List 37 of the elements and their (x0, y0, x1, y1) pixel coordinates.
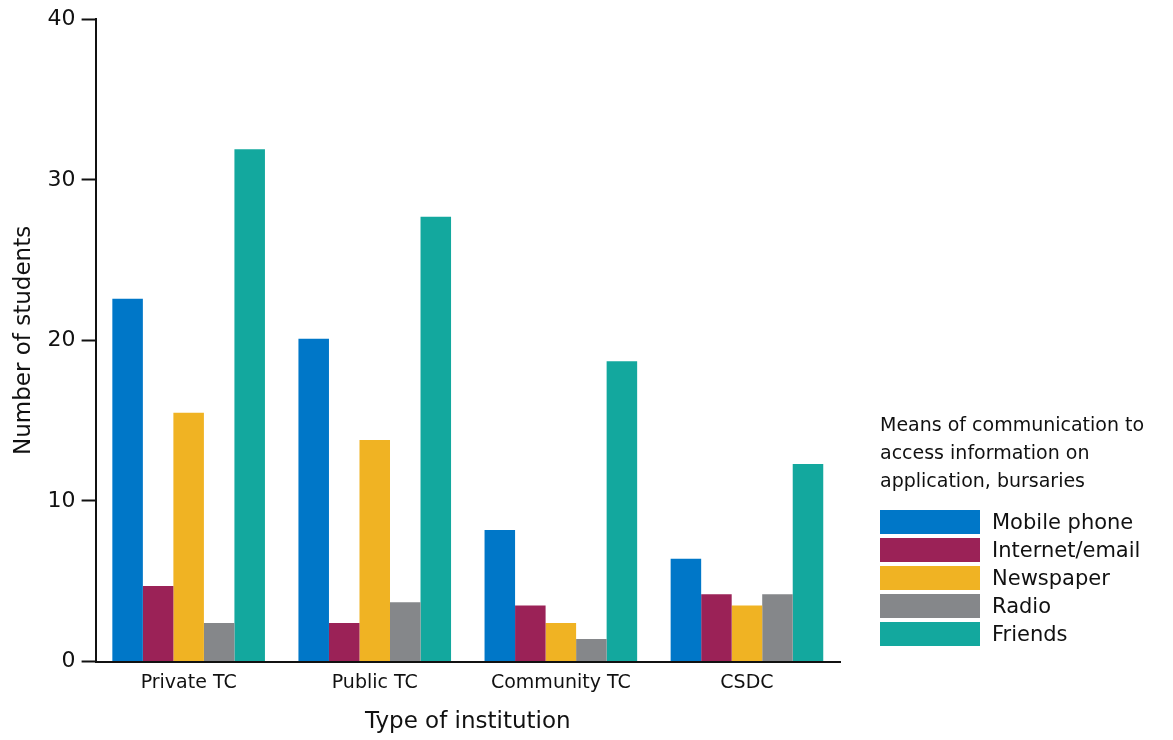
bar (142, 586, 174, 662)
bar (762, 594, 793, 662)
y-tick-label: 30 (47, 165, 76, 191)
bar (515, 605, 546, 662)
y-axis-title: Number of students (8, 225, 35, 455)
bar (234, 149, 265, 662)
bar (545, 623, 577, 662)
bar (203, 623, 235, 662)
bar (112, 298, 143, 662)
legend-label: Newspaper (992, 566, 1110, 590)
x-tick-label: Community TC (490, 669, 631, 692)
x-axis-title: Type of institution (363, 707, 571, 734)
bar (420, 216, 452, 662)
x-tick-label: Public TC (331, 669, 418, 692)
y-tick-label: 20 (47, 326, 76, 352)
y-tick-label: 40 (47, 4, 76, 30)
legend-label: Friends (992, 622, 1068, 646)
bar (731, 605, 763, 662)
x-tick-label: CSDC (720, 669, 774, 692)
legend-label: Internet/email (992, 538, 1141, 562)
y-tick-label: 0 (61, 647, 76, 673)
bar (390, 602, 421, 662)
bar (298, 338, 329, 662)
bar (484, 529, 516, 662)
bar (701, 594, 732, 662)
bar (606, 361, 638, 662)
legend-label: Mobile phone (992, 510, 1134, 534)
bar (576, 639, 607, 662)
legend-label: Radio (992, 594, 1052, 618)
bar (359, 439, 391, 662)
bar (670, 558, 702, 662)
bar (173, 412, 204, 662)
bar (328, 623, 360, 662)
bar (792, 464, 824, 662)
y-tick-label: 10 (47, 486, 76, 512)
x-tick-label: Private TC (140, 669, 237, 692)
legend-title: Means of communication to access information on application, bursaries (880, 412, 1146, 493)
